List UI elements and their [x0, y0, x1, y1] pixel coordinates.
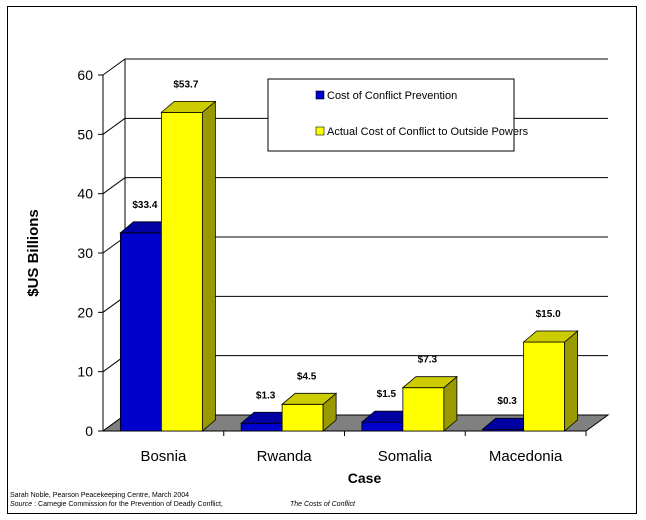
bar	[523, 341, 566, 432]
legend-label: Actual Cost of Conflict to Outside Power…	[327, 126, 529, 138]
bar-chart: 0 10 20 30 40 50 60 Bosnia $33.4 $53.7 Rwanda $1.3 $…	[25, 58, 610, 486]
y-tick-label: 20	[77, 304, 93, 320]
footer-author: Sarah Noble, Pearson Peacekeeping Centre…	[10, 492, 189, 499]
y-tick-label: 40	[77, 186, 93, 202]
gridline-side	[102, 58, 126, 76]
x-tick-label: Bosnia	[140, 448, 187, 465]
y-tick-label: 50	[77, 126, 93, 142]
bar-side	[201, 100, 216, 432]
y-tick-label: 30	[77, 245, 93, 261]
legend-swatch	[315, 90, 325, 100]
data-label: $0.3	[497, 396, 517, 407]
chart-frame: 0 10 20 30 40 50 60 Bosnia $33.4 $53.7 Rwanda $1.3 $…	[7, 6, 637, 514]
data-label: $53.7	[173, 79, 198, 90]
gridline-side	[102, 117, 126, 135]
bar	[281, 403, 324, 432]
bar	[361, 421, 404, 432]
legend-box	[267, 78, 515, 152]
y-tick-label: 60	[77, 67, 93, 83]
data-label: $1.5	[377, 389, 397, 400]
legend-swatch	[315, 126, 325, 136]
y-tick-label: 0	[85, 423, 93, 439]
data-label: $1.3	[256, 390, 276, 401]
y-tick-label: 10	[77, 364, 93, 380]
footer-source-title: The Costs of Conflict	[290, 501, 355, 508]
bar-top	[160, 100, 217, 113]
bar-top	[522, 330, 579, 343]
bar	[402, 387, 445, 432]
footer-source-label: Source	[10, 501, 33, 508]
data-label: $4.5	[297, 371, 317, 382]
data-label: $7.3	[418, 355, 438, 366]
legend-label: Cost of Conflict Prevention	[327, 90, 457, 102]
x-axis-title: Case	[348, 470, 382, 486]
bar-top	[401, 376, 458, 389]
bar	[240, 422, 283, 432]
bar-top	[281, 392, 338, 405]
data-label: $15.0	[536, 309, 561, 320]
bar-side	[564, 330, 579, 432]
bar	[160, 111, 203, 432]
bar	[119, 232, 162, 432]
gridline-side	[102, 177, 126, 195]
y-axis-title: $US Billions	[25, 209, 42, 297]
x-tick-label: Rwanda	[257, 448, 313, 465]
x-tick-label: Macedonia	[489, 448, 563, 465]
footer-source: Source : Carnegie Commission for the Pre…	[10, 501, 630, 509]
x-tick-label: Somalia	[378, 448, 433, 465]
data-label: $33.4	[132, 200, 157, 211]
footer-source-text: : Carnegie Commission for the Prevention…	[32, 501, 223, 508]
